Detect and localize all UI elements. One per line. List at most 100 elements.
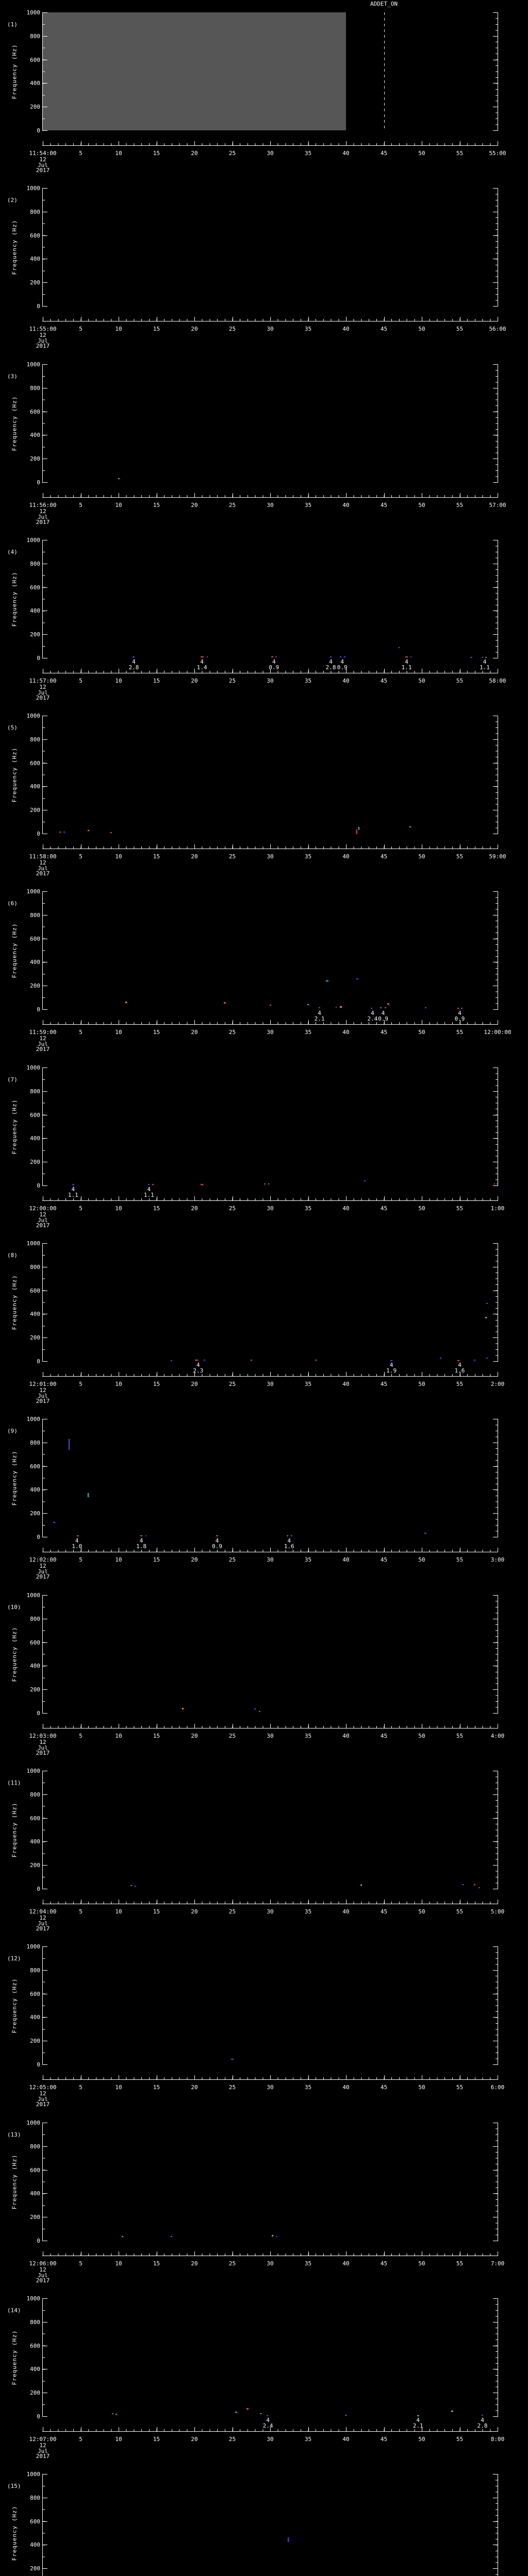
x-tick: [270, 1020, 271, 1024]
y-axis-left: [42, 1595, 43, 1714]
y-tick-label: 1000: [26, 713, 41, 719]
spectrogram-panel-1: 0 200 400 600 800 1000 11:54:00 5 10 15 20 25 30 35 40…: [0, 0, 528, 176]
detection-event: [130, 1885, 133, 1887]
x-tick-label-end: 59:00: [489, 853, 506, 860]
y-axis-title: Frequency (Hz): [11, 1450, 18, 1506]
detection-event: [319, 1007, 321, 1008]
x-tick: [194, 493, 195, 497]
y-tick: [43, 188, 47, 189]
x-tick-label: 50: [418, 677, 425, 684]
detection-event: [258, 1710, 260, 1712]
x-tick-label: 20: [191, 502, 198, 509]
y-tick: [43, 1067, 47, 1068]
detection-event: [118, 478, 120, 480]
y-tick-label: 1000: [26, 888, 41, 895]
y-tick: [493, 188, 498, 189]
y-axis-left-minor-ticks: [43, 1067, 45, 1186]
x-tick-label: 45: [380, 1205, 388, 1212]
spectrogram-panel-5: 0 200 400 600 800 1000 11:58:00 5 10 15 20 25 30 35 40…: [0, 703, 528, 879]
x-axis: [42, 1376, 498, 1377]
x-tick-label: 25: [228, 1733, 236, 1739]
y-tick-label: 0: [37, 2238, 40, 2244]
y-tick: [493, 2568, 498, 2569]
x-tick: [270, 2251, 271, 2256]
y-axis-title: Frequency (Hz): [11, 396, 18, 451]
x-tick: [384, 2075, 385, 2079]
detection-event: [463, 1884, 465, 1886]
x-tick-label: 45: [380, 677, 388, 684]
x-axis-date: 12 Jul 2017: [36, 1914, 50, 1932]
y-tick: [43, 282, 47, 283]
y-tick: [493, 306, 498, 307]
event-label: 4 0.9: [378, 1010, 388, 1022]
x-tick-label: 5: [79, 1908, 82, 1915]
y-axis-title: Frequency (Hz): [11, 1626, 18, 1682]
y-axis-right-minor-ticks: [496, 1419, 498, 1537]
y-tick-label: 0: [37, 479, 40, 486]
y-axis-title: Frequency (Hz): [11, 571, 18, 627]
x-axis-date: 12 Jul 2017: [36, 156, 50, 174]
detection-event: [266, 2415, 268, 2416]
y-tick-label: 0: [37, 1182, 40, 1189]
x-tick-label: 25: [228, 1029, 236, 1036]
detection-event: [315, 1360, 317, 1361]
x-axis-date: 12 Jul 2017: [36, 1739, 50, 1756]
y-tick-label: 800: [30, 2318, 40, 2326]
spectrogram-panel-7: 0 200 400 600 800 1000 12:00:00 5 10 15 20 25 30 35 40…: [0, 1055, 528, 1231]
y-tick: [493, 1243, 498, 1244]
y-tick-label: 200: [30, 2565, 40, 2572]
x-tick: [308, 141, 309, 145]
x-tick-label: 35: [304, 853, 312, 860]
y-tick: [493, 12, 498, 13]
detection-event: [254, 1708, 256, 1710]
detection-event: [405, 656, 408, 658]
x-tick: [308, 669, 309, 673]
y-tick: [493, 1513, 498, 1514]
detection-event: [206, 656, 208, 658]
spectrogram-panel-8: 0 200 400 600 800 1000 12:01:00 5 10 15 20 25 30 35 40…: [0, 1231, 528, 1406]
detection-event: [356, 978, 359, 980]
y-tick: [43, 1642, 47, 1643]
y-tick-label: 800: [30, 1439, 40, 1446]
y-tick: [493, 1185, 498, 1186]
x-tick-label: 30: [267, 326, 274, 332]
y-tick-label: 600: [30, 56, 40, 63]
detection-event: [474, 1359, 476, 1361]
y-tick-label: 400: [30, 2541, 40, 2549]
x-tick: [308, 1372, 309, 1376]
x-tick: [384, 1724, 385, 1728]
x-tick-label-start: 12:05:00: [29, 2084, 57, 2091]
x-tick-label: 35: [304, 2436, 312, 2443]
detection-event: [133, 656, 135, 658]
x-tick-label: 20: [191, 1733, 198, 1739]
x-tick-label: 55: [456, 1205, 464, 1212]
y-tick: [493, 1841, 498, 1842]
y-tick-label: 200: [30, 1334, 40, 1342]
x-tick-label: 20: [191, 150, 198, 157]
y-axis-left: [42, 12, 43, 131]
x-tick-label: 20: [191, 853, 198, 860]
x-tick-label: 40: [342, 502, 350, 509]
event-label: 4 0.9: [269, 658, 279, 671]
detection-event: [116, 2413, 118, 2415]
detection-event: [235, 2412, 237, 2413]
x-tick-label: 45: [380, 1908, 388, 1915]
y-tick: [43, 1794, 47, 1795]
y-tick: [43, 1185, 47, 1186]
panel-index-label: (5): [7, 724, 18, 731]
y-tick: [43, 36, 47, 37]
y-tick: [493, 2064, 498, 2065]
y-tick: [493, 1946, 498, 1947]
event-label: 4 1.6: [284, 1537, 294, 1550]
panel-index-label: (7): [7, 1076, 18, 1083]
y-axis-right-minor-ticks: [496, 540, 498, 658]
x-axis-date: 12 Jul 2017: [36, 332, 50, 349]
x-tick-label: 15: [153, 150, 160, 157]
x-tick: [308, 1724, 309, 1728]
x-axis-date: 12 Jul 2017: [36, 2442, 50, 2460]
x-tick-label: 20: [191, 677, 198, 684]
y-tick: [493, 1361, 498, 1362]
x-tick: [194, 844, 195, 849]
detection-event: [201, 1183, 204, 1185]
y-tick: [493, 1009, 498, 1010]
